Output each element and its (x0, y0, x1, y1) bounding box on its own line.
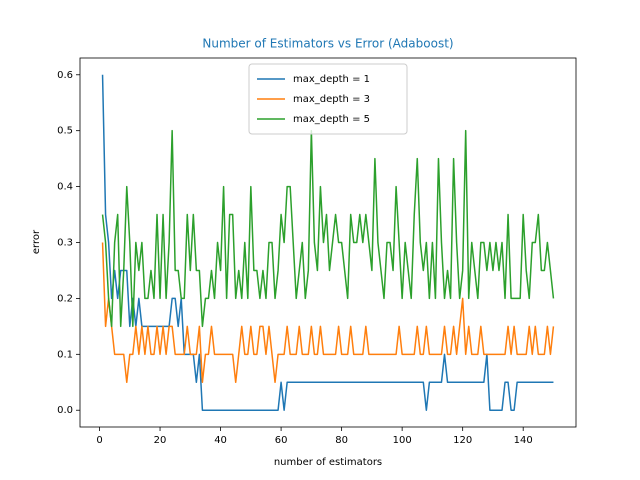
x-tick-label: 60 (275, 435, 288, 446)
legend-label: max_depth = 1 (293, 74, 370, 85)
y-tick-label: 0.0 (57, 405, 73, 416)
y-tick-label: 0.6 (57, 70, 73, 81)
y-tick-label: 0.1 (57, 349, 73, 360)
x-tick-label: 120 (453, 435, 472, 446)
legend-label: max_depth = 5 (293, 114, 370, 125)
x-tick-label: 0 (96, 435, 102, 446)
x-tick-label: 20 (154, 435, 167, 446)
x-tick-label: 140 (514, 435, 533, 446)
legend-box (248, 63, 408, 135)
chart-title: Number of Estimators vs Error (Adaboost) (202, 37, 453, 51)
data-line (101, 129, 555, 328)
y-tick-label: 0.5 (57, 126, 73, 137)
legend-label: max_depth = 3 (293, 94, 370, 105)
y-tick-label: 0.4 (57, 182, 73, 193)
y-tick-label: 0.2 (57, 293, 73, 304)
axes-frame (79, 57, 577, 428)
x-tick-label: 100 (393, 435, 412, 446)
data-line (101, 74, 554, 411)
x-tick-label: 40 (214, 435, 227, 446)
y-axis-label: error (31, 229, 42, 254)
y-tick-label: 0.3 (57, 238, 73, 249)
x-tick-label: 80 (335, 435, 348, 446)
data-line (101, 242, 555, 384)
x-axis-label: number of estimators (274, 457, 382, 468)
